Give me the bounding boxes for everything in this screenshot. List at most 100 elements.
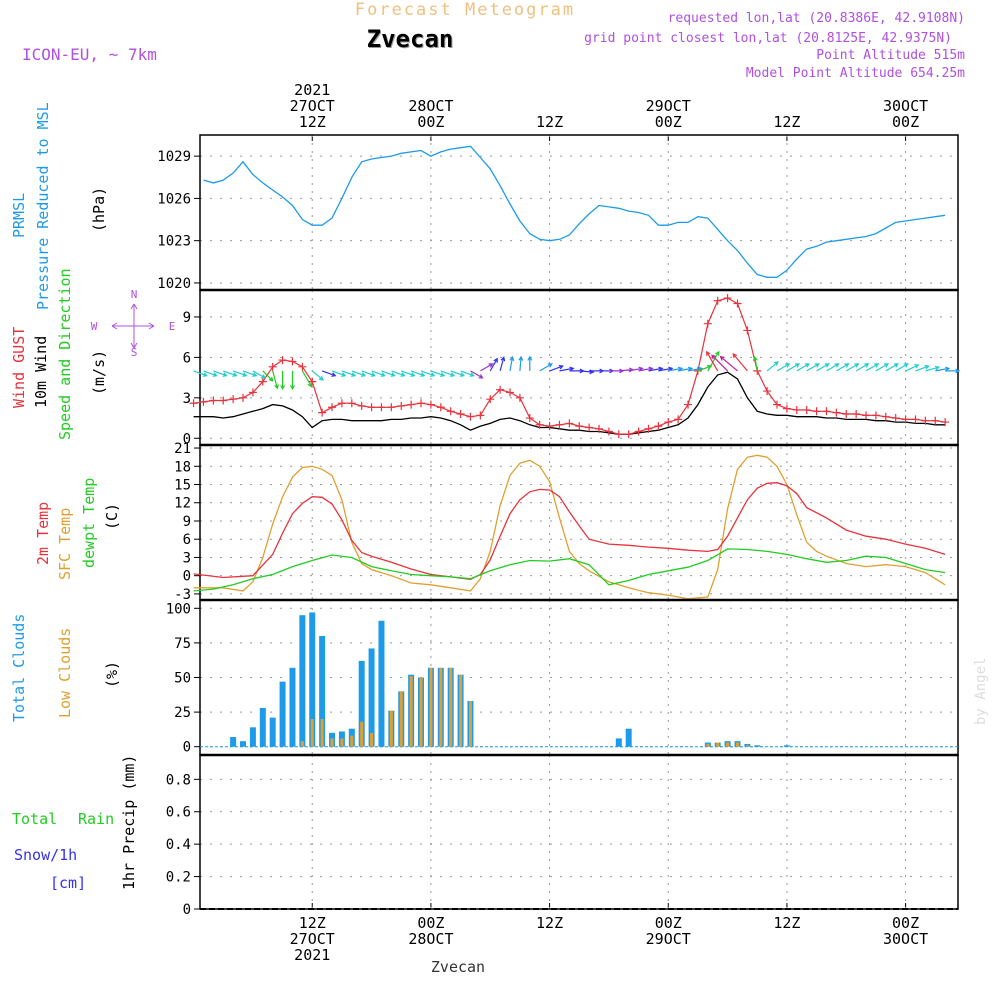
gust-marker [595,424,604,433]
pressure-frame [199,134,959,291]
gust-marker [733,299,742,308]
gust-marker [209,396,218,405]
total-clouds-bar [378,620,385,747]
compass-rose: W E N S [91,288,176,359]
low-clouds-bar [320,719,324,747]
gust-marker [624,430,633,439]
wind-direction-arrow [450,370,465,377]
y-tick-label: 6 [183,532,191,548]
wind10m-label: 10m Wind [32,336,50,408]
wind-direction-arrow [752,355,758,372]
y-tick-label: 25 [174,705,191,721]
gust-marker [852,410,861,418]
wind-speed-dir-label: Speed and Direction [56,268,74,440]
top-time-label: 00Z [417,113,444,131]
wind-direction-arrow [242,370,258,377]
compass-east: E [169,320,176,333]
gust-marker [664,418,673,427]
wind-direction-arrow [549,364,564,372]
gust-marker [199,397,208,406]
snow-unit: [cm] [50,874,86,892]
wind-direction-arrow [371,370,386,377]
low-clouds-bar [449,667,453,747]
y-tick-label: 21 [174,441,191,457]
wind-direction-arrow [499,356,506,372]
y-tick-label: 100 [166,601,191,617]
total-clouds-bar [289,667,296,747]
wind-direction-arrow [311,370,324,381]
sfc-temp-label: SFC Temp [56,508,74,580]
gust-marker [614,430,623,439]
pressure-panel: 1020 1023 1026 1029 [157,134,959,292]
gust-marker [812,407,821,416]
total-clouds-bar [358,660,365,747]
top-time-label: 2021 [294,81,330,99]
wind-unit: (m/s) [90,350,108,395]
y-tick-label: -3 [174,587,191,603]
y-tick-label: 9 [183,514,191,530]
gust-marker [881,412,890,421]
y-tick-label: 0.6 [166,805,191,821]
gust-marker [684,400,693,409]
gust-marker [644,424,653,433]
y-tick-label: 1029 [157,149,191,165]
gust-marker [555,420,564,429]
total-clouds-bar [625,728,632,747]
compass-west: W [91,320,98,333]
total-clouds-bar [754,745,761,747]
total-clouds-bar [309,612,316,747]
low-clouds-bar [300,741,304,747]
clouds-unit: (%) [103,661,121,688]
wind-direction-arrow [361,370,376,377]
wind-direction-arrow [262,370,274,382]
compass-south: S [131,346,138,359]
gust-marker [901,415,910,424]
y-tick-label: 0 [183,431,191,447]
top-time-label: 27OCT [290,97,335,115]
gust-label: Wind GUST [10,327,28,408]
y-tick-label: 12 [174,496,191,512]
gust-marker [426,400,435,409]
wind-direction-arrow [776,363,791,372]
total-clouds-bar [269,717,276,747]
gust-marker [466,412,475,421]
gust-line [193,297,946,435]
total-clouds-bar [368,648,375,747]
temp-frame [199,444,959,601]
wind-direction-arrow [806,363,820,372]
wind-direction-arrow [381,370,396,377]
pressure-unit: (hPa) [90,187,108,232]
wind-direction-arrow [460,370,475,377]
gust-marker [545,422,554,431]
y-tick-label: 50 [174,671,191,687]
low-clouds-bar [716,742,720,747]
low-clouds-bar [330,738,334,747]
bottom-time-label: 12Z [773,914,800,932]
wind-direction-arrow [489,357,498,372]
low-clouds-bar [429,667,433,747]
credit: by Angel [973,658,989,725]
gust-marker [891,414,900,423]
total-clouds-bar [319,635,326,747]
low-clouds-bar [350,735,354,747]
top-time-label: 00Z [655,113,682,131]
gust-marker [723,294,732,303]
gridpoint-coords: grid point closest lon,lat (20.8125E, 42… [584,31,952,46]
gust-marker [476,411,485,420]
y-tick-label: 0 [183,740,191,756]
gust-marker [377,403,386,412]
gust-marker [357,401,366,410]
temp2m-line [193,482,946,580]
wind-direction-arrow [289,370,295,391]
gust-marker [268,362,277,371]
top-time-label: 30OCT [883,97,928,115]
wind-direction-arrow [719,355,738,372]
y-tick-label: 1020 [157,276,191,292]
gust-marker [575,422,584,431]
gust-marker [318,408,327,417]
wind-direction-arrow [430,370,446,377]
gust-marker [387,403,396,412]
super-title: Forecast Meteogram [355,0,575,20]
